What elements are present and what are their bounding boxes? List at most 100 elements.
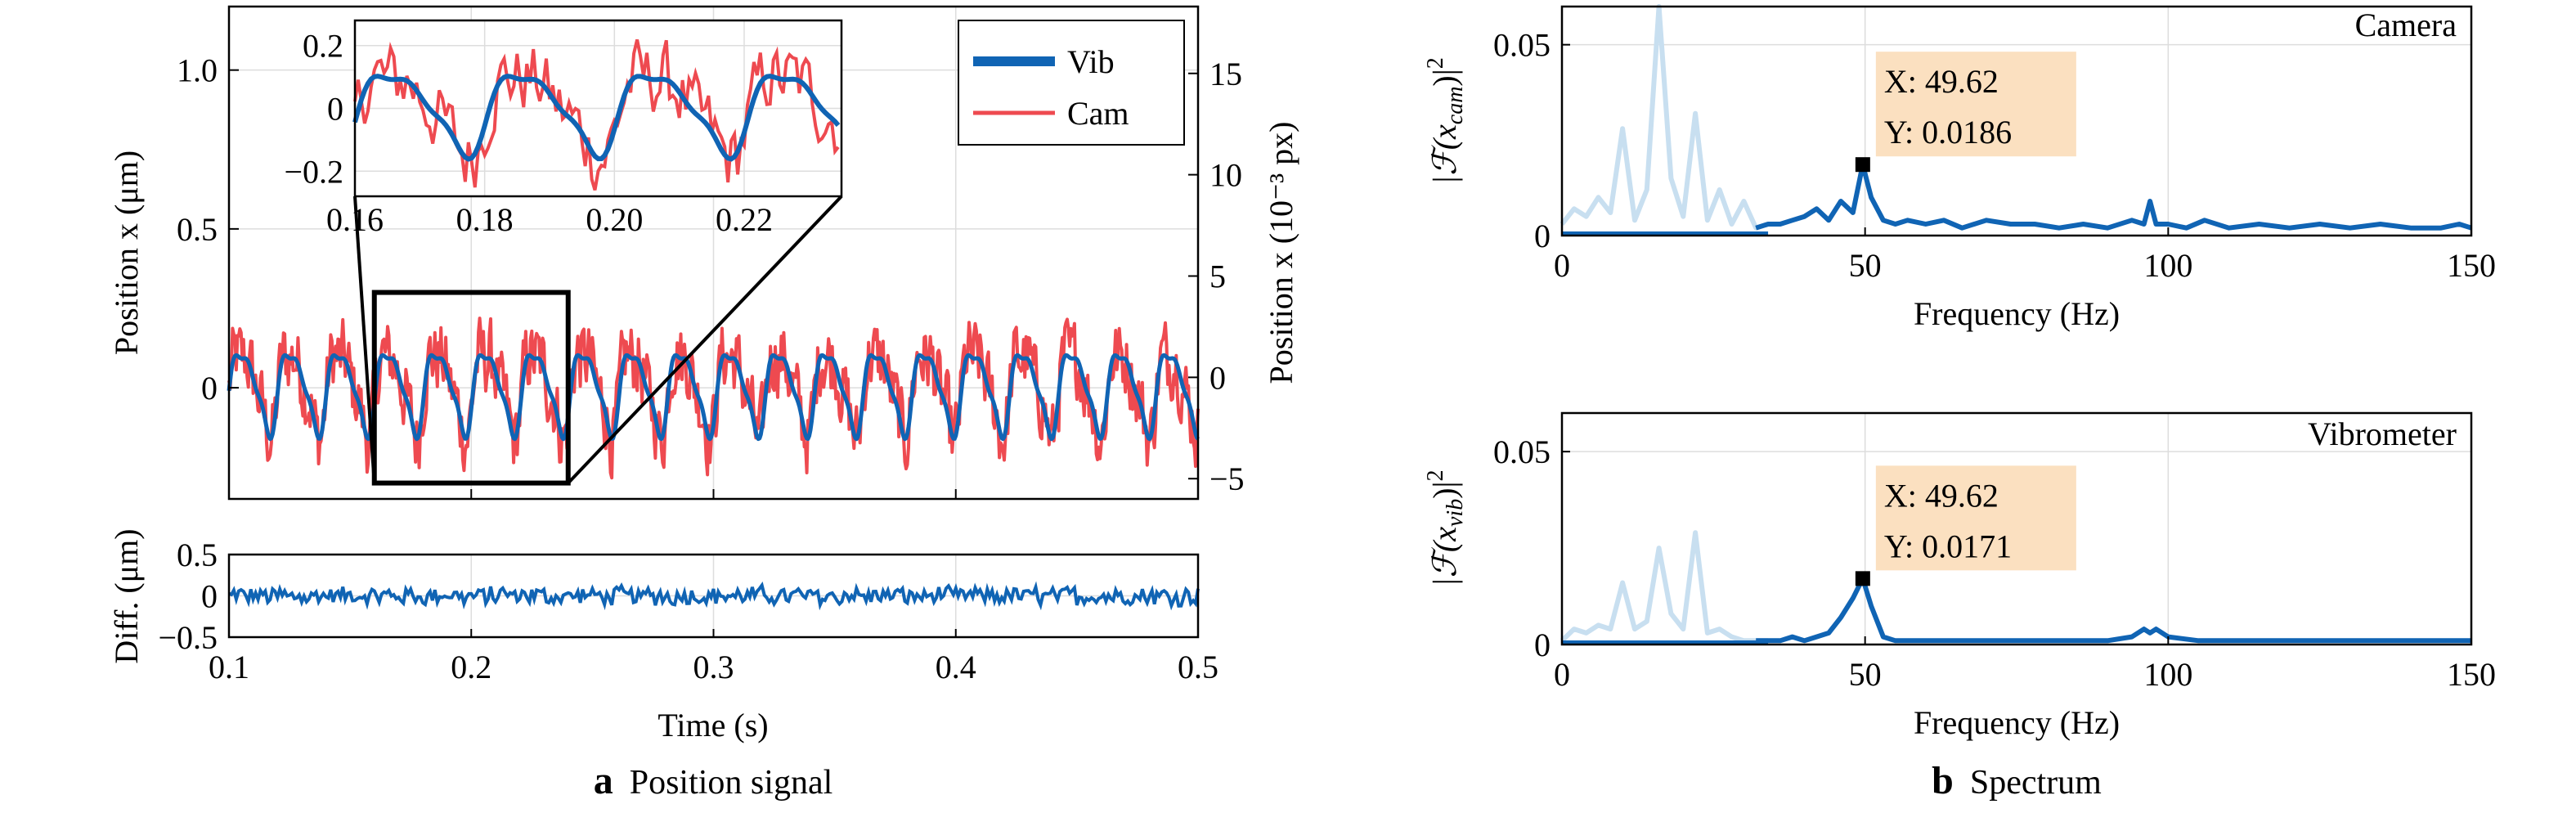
- camera-spectrum-line: [1560, 4, 2472, 236]
- position-ytick-left-label: 0: [201, 370, 218, 406]
- vibrometer-spectrum-frame: [1560, 411, 2473, 646]
- position-signal-lines: [227, 317, 1200, 480]
- panel-a-caption: a Position signal: [594, 759, 833, 802]
- position-ytick-left-label: 0.5: [177, 211, 218, 248]
- vib-ytick-label: 0: [1534, 627, 1551, 663]
- vib-series-main: [1756, 576, 2471, 644]
- cam-xtick-label: 50: [1849, 247, 1882, 284]
- vib-xtick-label: 0: [1554, 656, 1570, 693]
- vib-xtick-label: 50: [1849, 656, 1882, 693]
- difference-xtick-label: 0.5: [1178, 649, 1218, 685]
- difference-xtick-label: 0.2: [451, 649, 491, 685]
- inset-series-cam: [353, 39, 840, 191]
- vibrometer-spectrum-line: [1560, 530, 2471, 645]
- difference-ytick-label: 0: [201, 578, 218, 615]
- position-ytick-right-label: 0: [1209, 359, 1226, 396]
- difference-xtick-label: 0.4: [936, 649, 976, 685]
- position-plot: 0 0.5 1.0 −5 0 5 10 15 Position x (μm) Position…: [108, 5, 1299, 501]
- inset-axis-ticks: 0.16 0.18 0.20 0.22 −0.2 0 0.2: [284, 28, 773, 238]
- cam-ytick-label: 0.05: [1493, 27, 1551, 64]
- vibrometer-spectrum-ylabel: |ℱ(xvib)|2: [1423, 469, 1468, 586]
- vib-xtick-label: 150: [2447, 656, 2496, 693]
- vibrometer-ylabel-main: |ℱ(x: [1426, 527, 1463, 587]
- camera-datatip-y: Y: 0.0186: [1884, 114, 2012, 150]
- position-ytick-right-label: 15: [1209, 56, 1242, 92]
- vibrometer-spectrum-title: Vibrometer: [2308, 415, 2457, 452]
- inset-ytick-label: −0.2: [284, 153, 343, 190]
- inset-xtick-label: 0.18: [456, 201, 514, 238]
- camera-datatip-x: X: 49.62: [1884, 63, 1999, 100]
- difference-axis-ticks: 0.1 0.2 0.3 0.4 0.5 −0.5 0 0.5: [158, 537, 1218, 685]
- camera-spectrum-plot: 0 50 100 150 0 0.05 Camera |ℱ(xcam)|2 Frequen…: [1423, 4, 2496, 332]
- vib-series-faded: [1560, 530, 1769, 644]
- position-series-vib: [227, 353, 1200, 442]
- inset-ytick-label: 0.2: [303, 28, 343, 65]
- inset-frame: [353, 19, 843, 198]
- camera-ylabel-main: |ℱ(x: [1426, 124, 1463, 185]
- position-axis-ticks: 0 0.5 1.0 −5 0 5 10 15: [177, 52, 1245, 499]
- panel-b-caption: b Spectrum: [1932, 759, 2102, 802]
- legend: Vib Cam: [958, 20, 1185, 146]
- vib-xtick-label: 100: [2143, 656, 2192, 693]
- camera-spectrum-xlabel: Frequency (Hz): [1914, 295, 2120, 332]
- cam-xtick-label: 150: [2447, 247, 2496, 284]
- panel-b-caption-text: Spectrum: [1970, 764, 2102, 802]
- panel-b-letter: b: [1932, 759, 1954, 802]
- difference-signal-line: [228, 581, 1200, 611]
- zoom-box: [371, 290, 571, 486]
- difference-xlabel: Time (s): [657, 707, 768, 743]
- camera-spectrum-ylabel: |ℱ(xcam)|2: [1423, 57, 1468, 185]
- camera-spectrum-axis-ticks: 0 50 100 150 0 0.05: [1493, 27, 2496, 284]
- zoom-connector-right: [567, 195, 843, 484]
- inset-ytick-label: 0: [327, 91, 343, 128]
- vibrometer-spectrum-axis-ticks: 0 50 100 150 0 0.05: [1493, 433, 2496, 693]
- vibrometer-ylabel-sup: 2: [1423, 469, 1448, 481]
- difference-series: [228, 581, 1200, 611]
- camera-datatip: X: 49.62 Y: 0.0186: [1855, 52, 2076, 173]
- difference-ytick-label: −0.5: [158, 619, 218, 656]
- camera-spectrum-title: Camera: [2355, 7, 2457, 43]
- cam-series-faded: [1560, 4, 1770, 231]
- vibrometer-datatip-box: [1875, 465, 2076, 571]
- legend-vib-label: Vib: [1067, 43, 1115, 80]
- inset-xtick-label: 0.20: [586, 201, 643, 238]
- vibrometer-ylabel-sub: vib: [1443, 499, 1468, 527]
- position-ylabel-left: Position x (μm): [108, 150, 145, 355]
- panel-a-letter: a: [594, 759, 613, 802]
- vibrometer-datatip-marker: [1855, 571, 1870, 586]
- inset-grid: [354, 20, 841, 196]
- inset-signal-lines: [352, 39, 841, 191]
- vibrometer-datatip-x: X: 49.62: [1884, 477, 1999, 514]
- legend-box: [958, 20, 1185, 146]
- position-series-cam: [227, 317, 1200, 480]
- vibrometer-spectrum-plot: 0 50 100 150 0 0.05 Vibrometer |ℱ(xvib)|2 Fre…: [1423, 411, 2496, 741]
- camera-ylabel-sub: cam: [1443, 87, 1468, 125]
- difference-ytick-label: 0.5: [177, 537, 218, 573]
- inset-xtick-label: 0.22: [716, 201, 773, 238]
- inset-series-vib: [352, 74, 841, 162]
- vib-ytick-label: 0.05: [1493, 433, 1551, 470]
- cam-xtick-label: 100: [2143, 247, 2192, 284]
- vibrometer-datatip: X: 49.62 Y: 0.0171: [1855, 465, 2076, 586]
- cam-series-main: [1755, 162, 2472, 231]
- difference-ylabel: Diff. (μm): [108, 528, 145, 663]
- camera-ylabel-sup: 2: [1423, 57, 1448, 69]
- camera-spectrum-frame: [1560, 5, 2473, 237]
- zoom-connector-left: [353, 195, 376, 483]
- vibrometer-spectrum-xlabel: Frequency (Hz): [1914, 704, 2120, 741]
- position-ytick-right-label: 10: [1209, 157, 1242, 194]
- camera-datatip-box: [1875, 52, 2076, 157]
- camera-datatip-marker: [1855, 157, 1870, 173]
- cam-ytick-label: 0: [1534, 218, 1551, 254]
- difference-plot: 0.1 0.2 0.3 0.4 0.5 −0.5 0 0.5 Diff. (μm) Time …: [108, 528, 1218, 743]
- position-ytick-right-label: 5: [1209, 258, 1226, 294]
- cam-xtick-label: 0: [1554, 247, 1570, 284]
- position-ytick-right-label: −5: [1209, 460, 1245, 497]
- position-ytick-left-label: 1.0: [177, 52, 218, 89]
- inset-plot: 0.16 0.18 0.20 0.22 −0.2 0 0.2: [284, 19, 843, 238]
- difference-xtick-label: 0.1: [209, 649, 249, 685]
- camera-ylabel-tail: )|: [1426, 69, 1463, 86]
- inset-xtick-label: 0.16: [326, 201, 384, 238]
- panel-a-caption-text: Position signal: [630, 764, 833, 802]
